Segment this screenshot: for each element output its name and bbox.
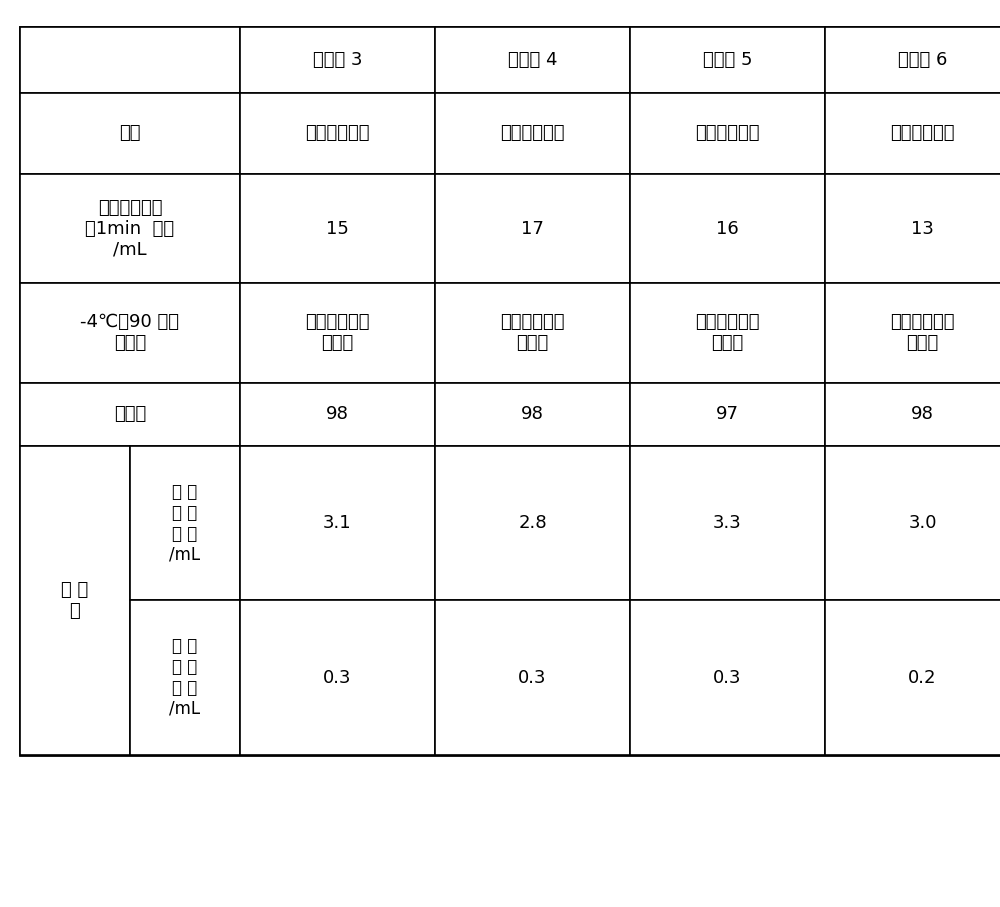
- Bar: [435, 93, 630, 174]
- Bar: [630, 93, 825, 174]
- Bar: [630, 383, 825, 446]
- Bar: [20, 93, 240, 174]
- Bar: [240, 27, 435, 93]
- Bar: [630, 283, 825, 383]
- Bar: [20, 27, 240, 93]
- Text: 0.3: 0.3: [518, 668, 547, 687]
- Bar: [240, 383, 435, 446]
- Bar: [630, 174, 825, 283]
- Text: 倾 倒
后 残
余 量
/mL: 倾 倒 后 残 余 量 /mL: [169, 483, 201, 563]
- Text: 17: 17: [521, 219, 544, 238]
- Bar: [825, 383, 1000, 446]
- Bar: [20, 283, 240, 383]
- Bar: [630, 600, 825, 755]
- Bar: [130, 446, 240, 600]
- Text: 3.0: 3.0: [908, 514, 937, 532]
- Text: 3.3: 3.3: [713, 514, 742, 532]
- Text: 0.3: 0.3: [713, 668, 742, 687]
- Bar: [435, 446, 630, 600]
- Text: 97: 97: [716, 405, 739, 424]
- Text: 实施例 4: 实施例 4: [508, 51, 557, 69]
- Text: 乳状流动液体: 乳状流动液体: [890, 124, 955, 142]
- Text: 乳状流动液体: 乳状流动液体: [500, 124, 565, 142]
- Bar: [240, 93, 435, 174]
- Text: 98: 98: [326, 405, 349, 424]
- Text: 实施例 6: 实施例 6: [898, 51, 947, 69]
- Text: 2.8: 2.8: [518, 514, 547, 532]
- Bar: [130, 600, 240, 755]
- Bar: [20, 446, 130, 755]
- Text: 98: 98: [911, 405, 934, 424]
- Bar: [20, 383, 240, 446]
- Bar: [825, 446, 1000, 600]
- Bar: [825, 174, 1000, 283]
- Bar: [825, 600, 1000, 755]
- Bar: [435, 600, 630, 755]
- Text: 13: 13: [911, 219, 934, 238]
- Text: 合格，无浮浊
与沉淀: 合格，无浮浊 与沉淀: [890, 314, 955, 352]
- Bar: [240, 600, 435, 755]
- Text: 合格，无浮浊
与沉淀: 合格，无浮浊 与沉淀: [305, 314, 370, 352]
- Text: 15: 15: [326, 219, 349, 238]
- Text: 0.3: 0.3: [323, 668, 352, 687]
- Text: 悬浮率: 悬浮率: [114, 405, 146, 424]
- Text: 洗 涤
后 残
余 量
/mL: 洗 涤 后 残 余 量 /mL: [169, 638, 201, 717]
- Bar: [435, 283, 630, 383]
- Text: 实施例 5: 实施例 5: [703, 51, 752, 69]
- Bar: [240, 174, 435, 283]
- Bar: [630, 446, 825, 600]
- Text: 16: 16: [716, 219, 739, 238]
- Bar: [435, 383, 630, 446]
- Text: -4℃，90 天存
储实验: -4℃，90 天存 储实验: [80, 314, 180, 352]
- Bar: [435, 27, 630, 93]
- Text: 乳状流动液体: 乳状流动液体: [695, 124, 760, 142]
- Bar: [825, 283, 1000, 383]
- Text: 乳状流动液体: 乳状流动液体: [305, 124, 370, 142]
- Bar: [630, 27, 825, 93]
- Text: 实施例 3: 实施例 3: [313, 51, 362, 69]
- Text: 0.2: 0.2: [908, 668, 937, 687]
- Text: 3.1: 3.1: [323, 514, 352, 532]
- Text: 98: 98: [521, 405, 544, 424]
- Bar: [20, 174, 240, 283]
- Text: 持久性起泡性
（1min  后）
/mL: 持久性起泡性 （1min 后） /mL: [85, 199, 175, 258]
- Text: 外观: 外观: [119, 124, 141, 142]
- Bar: [240, 446, 435, 600]
- Bar: [20, 27, 1000, 755]
- Bar: [240, 283, 435, 383]
- Bar: [825, 93, 1000, 174]
- Text: 倾 倒
性: 倾 倒 性: [61, 581, 89, 619]
- Bar: [825, 27, 1000, 93]
- Bar: [435, 174, 630, 283]
- Text: 合格，无浮浊
与沉淀: 合格，无浮浊 与沉淀: [695, 314, 760, 352]
- Text: 合格，无浮浊
与沉淀: 合格，无浮浊 与沉淀: [500, 314, 565, 352]
